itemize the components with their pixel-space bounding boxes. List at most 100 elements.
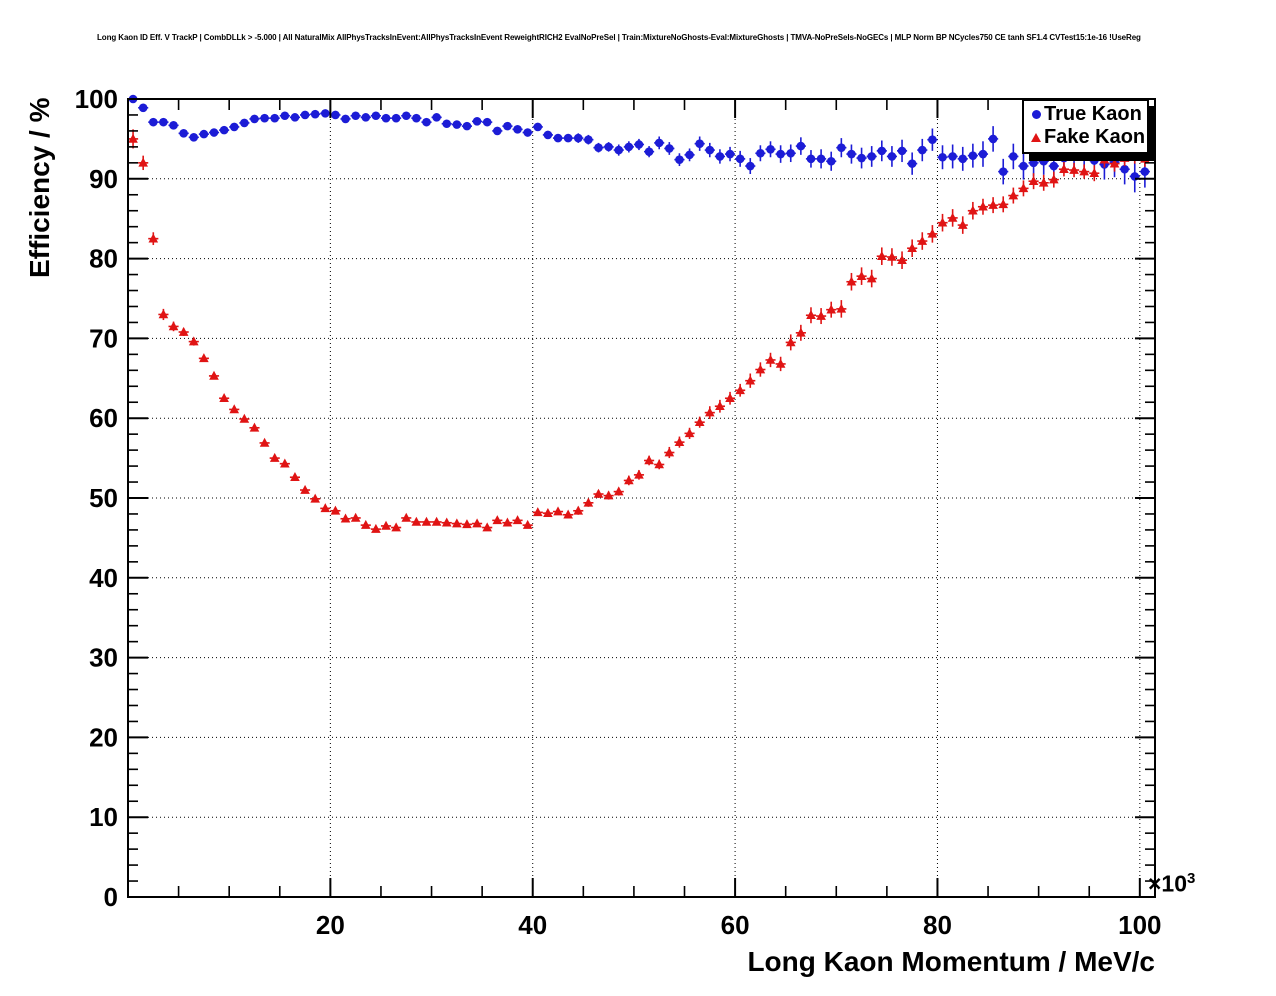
data-point-marker: [664, 447, 675, 457]
data-point-marker: [513, 125, 522, 134]
x-axis-multiplier-base: ×10: [1148, 870, 1188, 897]
data-point-marker: [988, 199, 998, 209]
y-tick-label: 30: [89, 643, 118, 673]
data-point-marker: [856, 270, 867, 280]
data-point-marker: [431, 516, 442, 526]
data-point-marker: [290, 113, 300, 122]
legend-item-true-kaon: True Kaon: [1024, 103, 1147, 126]
data-point-marker: [958, 154, 968, 164]
data-point-marker: [523, 128, 532, 137]
data-point-marker: [1109, 158, 1120, 168]
data-point-marker: [169, 121, 178, 130]
x-tick-label: 80: [923, 910, 952, 940]
data-point-marker: [280, 111, 290, 121]
data-point-marker: [533, 122, 543, 132]
data-point-marker: [907, 243, 917, 253]
data-point-marker: [493, 126, 502, 136]
data-point-marker: [158, 309, 169, 319]
data-point-marker: [401, 512, 412, 522]
data-point-marker: [806, 154, 816, 164]
x-tick-label: 60: [721, 910, 750, 940]
legend-item-fake-kaon: Fake Kaon: [1024, 126, 1147, 149]
data-point-marker: [421, 516, 432, 526]
data-point-marker: [796, 141, 806, 151]
data-point-marker: [1049, 161, 1059, 171]
data-point-marker: [442, 119, 452, 129]
data-point-marker: [371, 523, 381, 533]
data-point-marker: [847, 149, 856, 159]
data-point-marker: [1120, 164, 1129, 174]
data-point-marker: [877, 251, 887, 261]
data-point-marker: [705, 145, 715, 155]
data-point-marker: [573, 505, 584, 515]
y-tick-label: 70: [89, 323, 118, 353]
data-point-marker: [341, 114, 350, 124]
data-point-marker: [371, 111, 381, 121]
data-point-marker: [350, 512, 361, 522]
data-point-marker: [614, 145, 624, 155]
data-point-marker: [775, 358, 786, 368]
data-point-marker: [998, 199, 1009, 209]
data-point-marker: [229, 122, 239, 132]
data-point-marker: [300, 110, 310, 120]
data-point-marker: [816, 310, 826, 320]
data-point-marker: [857, 153, 866, 163]
data-point-marker: [492, 515, 503, 525]
data-point-marker: [988, 134, 998, 144]
x-tick-label: 100: [1118, 910, 1161, 940]
data-point-marker: [391, 113, 401, 123]
circle-marker-icon: [1031, 110, 1041, 119]
data-point-marker: [472, 117, 482, 126]
legend-label: Fake Kaon: [1044, 126, 1146, 148]
data-point-marker: [239, 413, 250, 423]
data-point-marker: [755, 364, 766, 374]
data-point-marker: [503, 121, 512, 131]
data-point-marker: [340, 513, 351, 523]
x-axis-multiplier: ×103: [1148, 870, 1195, 898]
data-point-marker: [512, 515, 523, 525]
data-point-marker: [269, 452, 280, 462]
tick-label-layer: 0 10 20 30 40 50 60 70 80 90 100 20 40 60 80 100: [75, 84, 1162, 940]
data-point-marker: [634, 140, 644, 149]
data-point-marker: [613, 486, 624, 496]
data-point-marker: [138, 157, 148, 167]
data-point-marker: [654, 138, 664, 148]
data-point-marker: [583, 497, 594, 507]
data-point-marker: [422, 117, 431, 127]
data-point-marker: [745, 161, 755, 171]
data-point-marker: [543, 507, 553, 517]
y-tick-label: 100: [75, 84, 118, 114]
data-point-marker: [1028, 175, 1039, 185]
data-point-marker: [381, 520, 391, 530]
data-point-marker: [462, 519, 472, 529]
data-point-marker: [715, 152, 725, 161]
data-point-marker: [168, 321, 179, 331]
data-point-marker: [351, 111, 360, 121]
y-axis-title: Efficiency / %: [24, 97, 55, 278]
data-point-marker: [1059, 153, 1069, 163]
data-point-marker: [553, 133, 563, 143]
data-point-marker: [937, 217, 948, 227]
data-point-marker: [766, 144, 775, 154]
data-point-marker: [1099, 154, 1110, 164]
data-point-marker: [452, 120, 462, 129]
data-point-marker: [1079, 166, 1089, 176]
data-point-marker: [209, 370, 219, 380]
data-point-marker: [978, 201, 988, 211]
x-tick-label: 40: [518, 910, 547, 940]
data-point-marker: [603, 490, 614, 500]
y-tick-label: 50: [89, 483, 118, 513]
data-point-marker: [553, 506, 563, 516]
data-point-marker: [1069, 152, 1079, 161]
series-layer: [128, 94, 1150, 533]
data-point-marker: [907, 159, 917, 168]
data-point-marker: [695, 139, 704, 148]
data-point-marker: [270, 113, 280, 123]
data-point-marker: [462, 121, 472, 131]
data-point-marker: [785, 337, 796, 347]
data-point-marker: [178, 326, 189, 336]
data-point-marker: [998, 167, 1008, 176]
data-point-marker: [259, 437, 270, 447]
data-point-marker: [917, 235, 928, 245]
